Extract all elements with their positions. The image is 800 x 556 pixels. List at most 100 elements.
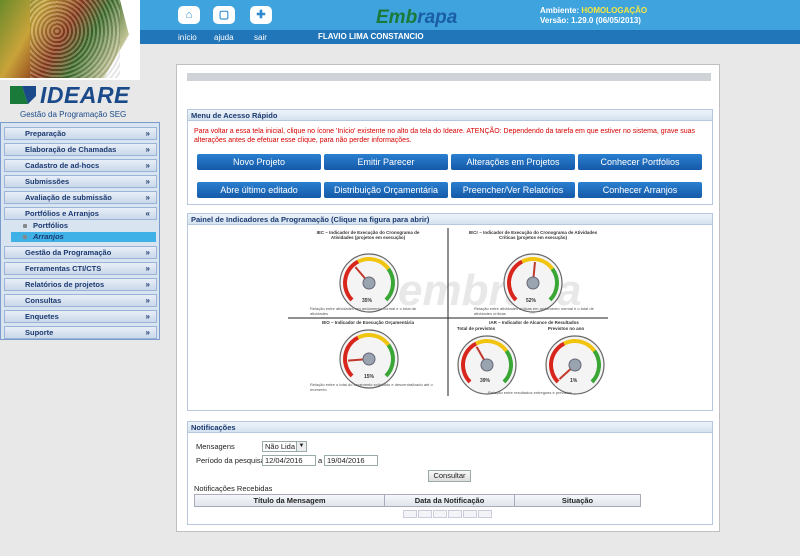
sidebar-item-portfolios-arranjos[interactable]: Portfólios e Arranjos « bbox=[4, 207, 157, 220]
chevron-down-icon[interactable]: ▼ bbox=[296, 442, 306, 451]
novo-projeto-button[interactable]: Novo Projeto bbox=[197, 154, 321, 170]
sidebar-item-relatorios[interactable]: Relatórios de projetos» bbox=[4, 278, 157, 291]
quick-access-panel: Menu de Acesso Rápido Para voltar a essa… bbox=[187, 109, 713, 205]
column-data[interactable]: Data da Notificação bbox=[385, 495, 515, 506]
notifications-title: Notificações bbox=[188, 422, 712, 433]
gauge-previstos-ano-caption: Previstos no ano bbox=[547, 326, 585, 331]
nav-sair-link[interactable]: sair bbox=[254, 33, 267, 42]
chevron-down-icon: » bbox=[145, 145, 150, 154]
messages-select[interactable]: Não Lida ▼ bbox=[262, 441, 307, 452]
next-page-button[interactable] bbox=[463, 510, 477, 518]
sidebar-item-preparacao[interactable]: Preparação» bbox=[4, 127, 157, 140]
chevron-down-icon: » bbox=[145, 328, 150, 337]
sidebar-item-ferramentas[interactable]: Ferramentas CTI/CTS» bbox=[4, 262, 157, 275]
gauge-total-previstos-caption: Total de previstos bbox=[456, 326, 496, 331]
chevron-down-icon: » bbox=[145, 312, 150, 321]
gauge-iecr-caption: IECr – Indicador de Execução do Cronogra… bbox=[468, 230, 598, 240]
gauge-iec-note: Relação entre atividades em andamento no… bbox=[310, 306, 417, 316]
header-seed-mosaic-image bbox=[0, 0, 140, 80]
prev-page-button[interactable] bbox=[418, 510, 432, 518]
chevron-down-icon: » bbox=[145, 280, 150, 289]
first-page-button[interactable] bbox=[403, 510, 417, 518]
environment-value: HOMOLOGAÇÃO bbox=[581, 6, 648, 15]
version-label: Versão: 1.29.0 (06/05/2013) bbox=[540, 16, 641, 25]
chevron-down-icon: » bbox=[145, 193, 150, 202]
main-content: Menu de Acesso Rápido Para voltar a essa… bbox=[176, 64, 720, 532]
date-to-input[interactable]: 19/04/2016 bbox=[324, 455, 378, 466]
sidebar-item-avaliacao[interactable]: Avaliação de submissão» bbox=[4, 191, 157, 204]
chevron-down-icon: » bbox=[145, 177, 150, 186]
gauge-iar-caption: IAR – Indicador de Alcance de Resultados bbox=[489, 320, 579, 325]
header-subbar bbox=[0, 30, 800, 44]
help-icon[interactable]: ▢ bbox=[213, 6, 235, 24]
date-from-input[interactable]: 12/04/2016 bbox=[262, 455, 316, 466]
consultar-button[interactable]: Consultar bbox=[428, 470, 471, 482]
chevron-down-icon: » bbox=[145, 161, 150, 170]
chevron-up-icon: « bbox=[145, 209, 150, 218]
sidebar-item-cadastro[interactable]: Cadastro de ad-hocs» bbox=[4, 159, 157, 172]
gauge-iecr-note: Relação entre atividades críticas em and… bbox=[474, 306, 594, 316]
sidebar-item-gestao[interactable]: Gestão da Programação» bbox=[4, 246, 157, 259]
sidebar-item-submissoes[interactable]: Submissões» bbox=[4, 175, 157, 188]
gauge-previstos-ano[interactable] bbox=[544, 334, 606, 396]
page-count bbox=[448, 510, 462, 518]
distribuicao-orcamentaria-button[interactable]: Distribuição Orçamentária bbox=[324, 182, 448, 198]
sidebar-subitem-portfolios[interactable]: Portfólios bbox=[11, 221, 156, 231]
chevron-down-icon: » bbox=[145, 129, 150, 138]
sidebar-subitem-arranjos[interactable]: Arranjos bbox=[11, 232, 156, 242]
alteracoes-projetos-button[interactable]: Alterações em Projetos bbox=[451, 154, 575, 170]
bullet-icon bbox=[23, 224, 27, 228]
gauge-iec-caption: IEC – Indicador de Execução do Cronogram… bbox=[316, 230, 420, 240]
page-input[interactable] bbox=[433, 510, 447, 518]
gauge-grid-lines bbox=[288, 228, 608, 396]
abre-ultimo-editado-button[interactable]: Abre último editado bbox=[197, 182, 321, 198]
column-titulo[interactable]: Título da Mensagem bbox=[195, 495, 385, 506]
conhecer-portfolios-button[interactable]: Conhecer Portfólios bbox=[578, 154, 702, 170]
gauge-ieo-note: Relação entre o total do orçamento solic… bbox=[310, 382, 433, 392]
quick-access-warning: Para voltar a essa tela inicial, clique … bbox=[194, 128, 695, 144]
gauge-iec[interactable] bbox=[338, 252, 400, 314]
sidebar-item-enquetes[interactable]: Enquetes» bbox=[4, 310, 157, 323]
messages-label: Mensagens bbox=[196, 442, 235, 451]
home-icon[interactable]: ⌂ bbox=[178, 6, 200, 24]
gauge-iec-value: 35% bbox=[362, 298, 373, 304]
preencher-relatorios-button[interactable]: Preencher/Ver Relatórios bbox=[451, 182, 575, 198]
sidebar-item-consultas[interactable]: Consultas» bbox=[4, 294, 157, 307]
quick-access-title: Menu de Acesso Rápido bbox=[188, 110, 712, 121]
gauge-previstos-ano-value: 1% bbox=[570, 378, 578, 384]
last-page-button[interactable] bbox=[478, 510, 492, 518]
gauge-ieo-value: 15% bbox=[364, 374, 375, 380]
top-grey-bar bbox=[187, 73, 711, 81]
chevron-down-icon: » bbox=[145, 248, 150, 257]
column-situacao[interactable]: Situação bbox=[561, 496, 594, 505]
environment-info: Ambiente: HOMOLOGAÇÃO Versão: 1.29.0 (06… bbox=[540, 6, 648, 25]
gauge-total-previstos-value: 39% bbox=[480, 378, 491, 384]
ideare-mark-icon bbox=[10, 86, 36, 104]
sidebar-item-suporte[interactable]: Suporte» bbox=[4, 326, 157, 339]
indicators-title: Painel de Indicadores da Programação (Cl… bbox=[188, 214, 712, 225]
gauge-iecr[interactable] bbox=[502, 252, 564, 314]
embrapa-logo: Embrapa bbox=[376, 7, 458, 28]
sidebar-menu: Preparação» Elaboração de Chamadas» Cada… bbox=[0, 122, 160, 340]
indicators-figure[interactable]: embrapa IEC – Indicador de Execução do C… bbox=[288, 226, 608, 398]
received-label: Notificações Recebidas bbox=[194, 484, 273, 493]
notifications-table-header: Título da Mensagem Data da Notificação S… bbox=[194, 494, 641, 507]
notifications-panel: Notificações Mensagens Não Lida ▼ Períod… bbox=[187, 421, 713, 525]
period-label: Período da pesquisa bbox=[196, 456, 265, 465]
sidebar-item-elaboracao[interactable]: Elaboração de Chamadas» bbox=[4, 143, 157, 156]
chevron-down-icon: » bbox=[145, 264, 150, 273]
indicators-panel: Painel de Indicadores da Programação (Cl… bbox=[187, 213, 713, 411]
chevron-down-icon: » bbox=[145, 296, 150, 305]
conhecer-arranjos-button[interactable]: Conhecer Arranjos bbox=[578, 182, 702, 198]
gauge-iecr-value: 52% bbox=[526, 298, 537, 304]
emitir-parecer-button[interactable]: Emitir Parecer bbox=[324, 154, 448, 170]
gauge-ieo[interactable] bbox=[338, 328, 400, 390]
logo-tagline: Gestão da Programação SEG bbox=[20, 110, 127, 119]
gauge-total-previstos[interactable] bbox=[456, 334, 518, 396]
date-separator: a bbox=[318, 456, 323, 465]
table-pager bbox=[403, 510, 493, 519]
gauge-iar-note: Relação entre resultados entregues e pre… bbox=[488, 390, 572, 395]
exit-icon[interactable]: ✚ bbox=[250, 6, 272, 24]
nav-inicio-link[interactable]: início bbox=[178, 33, 197, 42]
nav-ajuda-link[interactable]: ajuda bbox=[214, 33, 234, 42]
